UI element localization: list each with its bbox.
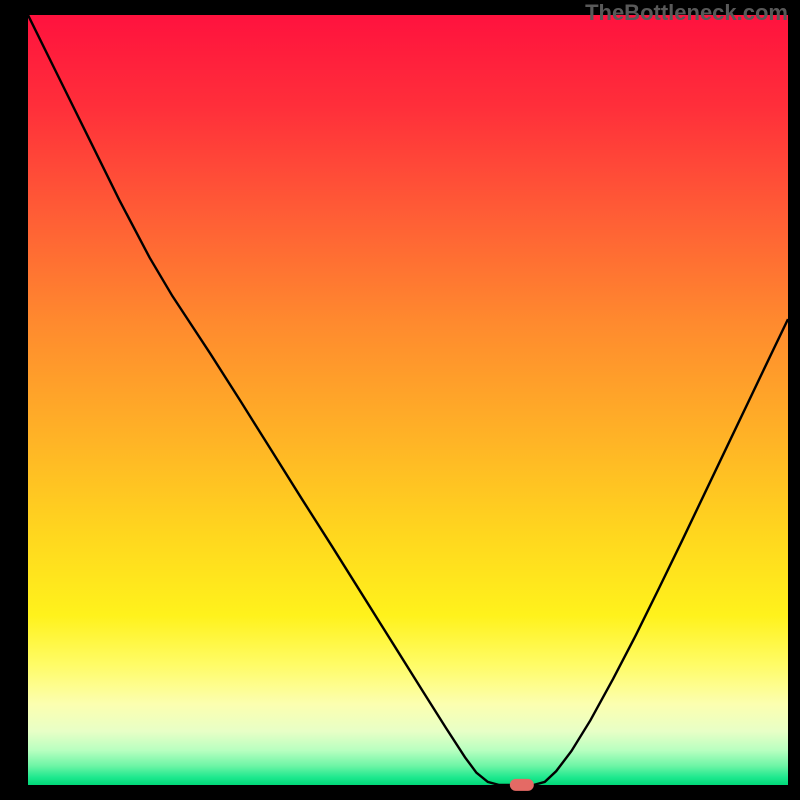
optimal-point-marker [510, 779, 534, 791]
plot-area [28, 15, 788, 785]
bottleneck-curve [28, 15, 788, 785]
watermark-label: TheBottleneck.com [585, 0, 788, 26]
chart-frame: TheBottleneck.com [0, 0, 800, 800]
